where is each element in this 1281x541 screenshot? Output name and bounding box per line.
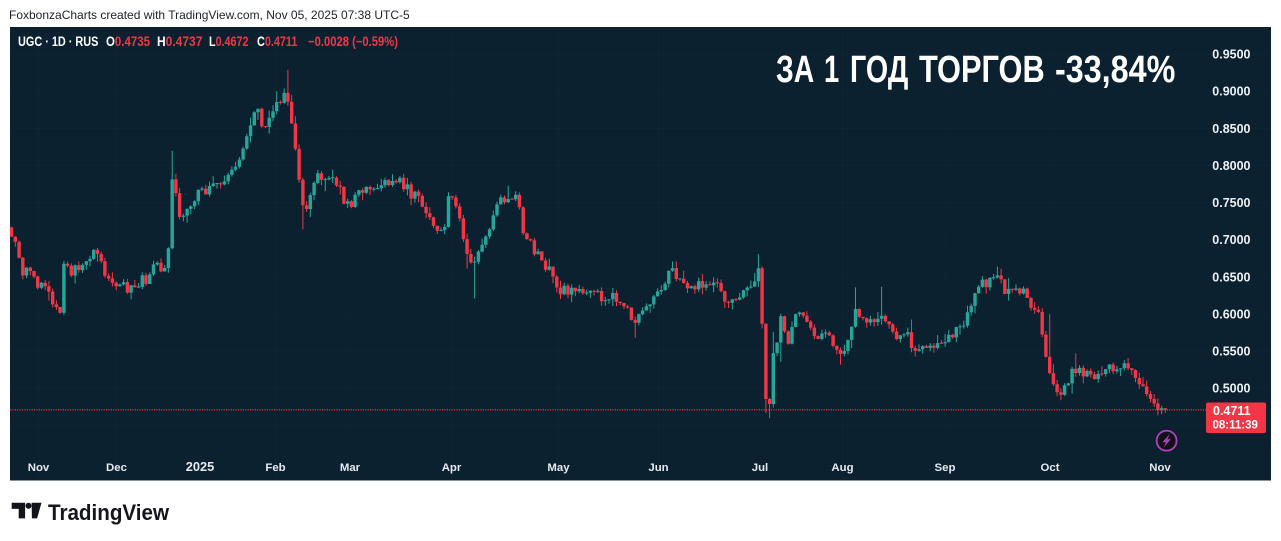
svg-text:2025: 2025	[186, 459, 214, 474]
svg-text:Apr: Apr	[442, 462, 462, 474]
svg-text:Nov: Nov	[1149, 462, 1171, 474]
svg-text:Dec: Dec	[106, 462, 127, 474]
svg-text:08:11:39: 08:11:39	[1213, 419, 1258, 431]
svg-text:0.7500: 0.7500	[1212, 196, 1250, 210]
svg-text:Jun: Jun	[648, 462, 668, 474]
svg-text:May: May	[547, 462, 570, 474]
svg-text:0.9500: 0.9500	[1212, 48, 1250, 62]
svg-text:0.8000: 0.8000	[1212, 159, 1250, 173]
svg-text:0.4711: 0.4711	[1213, 404, 1251, 418]
svg-text:Nov: Nov	[28, 462, 50, 474]
svg-text:Oct: Oct	[1041, 462, 1060, 474]
svg-text:Sep: Sep	[935, 462, 956, 474]
svg-text:Aug: Aug	[831, 462, 853, 474]
svg-text:Jul: Jul	[752, 462, 768, 474]
svg-text:0.7000: 0.7000	[1212, 233, 1250, 247]
svg-text:0.8500: 0.8500	[1212, 122, 1250, 136]
svg-text:Mar: Mar	[340, 462, 361, 474]
svg-text:Feb: Feb	[265, 462, 285, 474]
svg-text:0.6500: 0.6500	[1212, 270, 1250, 284]
svg-text:0.6000: 0.6000	[1212, 307, 1250, 321]
svg-text:0.5500: 0.5500	[1212, 345, 1250, 359]
svg-text:0.9000: 0.9000	[1212, 85, 1250, 99]
svg-text:0.5000: 0.5000	[1212, 382, 1250, 396]
